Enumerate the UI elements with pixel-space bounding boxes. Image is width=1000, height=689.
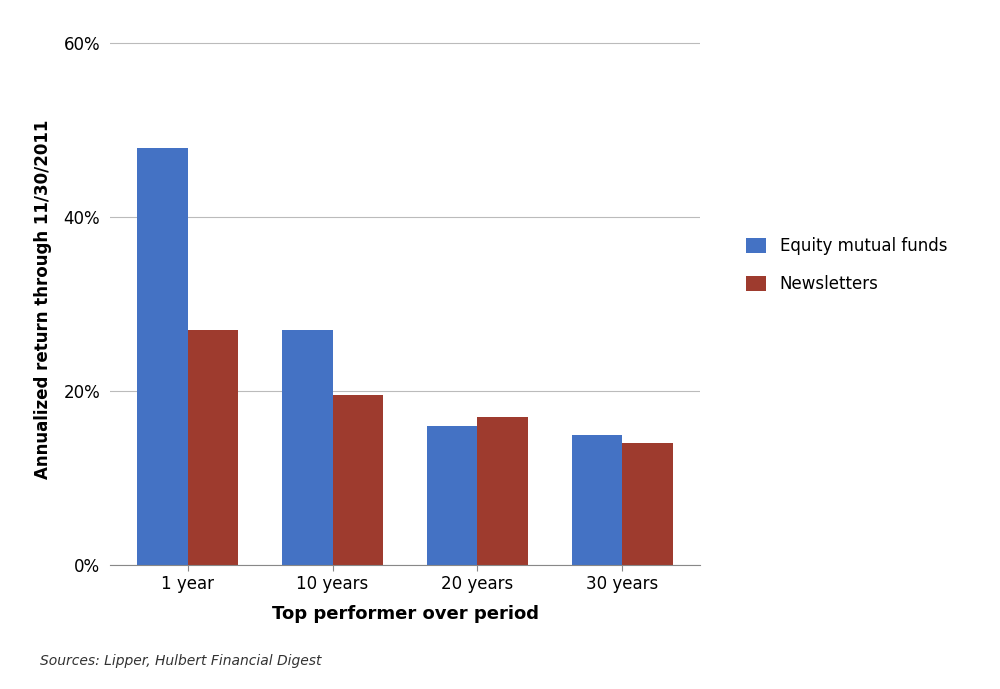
Bar — [137, 147, 188, 565]
X-axis label: Top performer over period: Top performer over period — [272, 604, 538, 622]
Bar — [477, 417, 528, 565]
Legend: Equity mutual funds, Newsletters: Equity mutual funds, Newsletters — [738, 229, 955, 301]
Bar — [427, 426, 477, 565]
Bar — [282, 330, 333, 565]
Bar — [188, 330, 238, 565]
Bar — [572, 435, 622, 565]
Bar — [333, 395, 383, 565]
Text: Sources: Lipper, Hulbert Financial Digest: Sources: Lipper, Hulbert Financial Diges… — [40, 655, 322, 668]
Bar — [622, 443, 673, 565]
Y-axis label: Annualized return through 11/30/2011: Annualized return through 11/30/2011 — [34, 120, 52, 480]
